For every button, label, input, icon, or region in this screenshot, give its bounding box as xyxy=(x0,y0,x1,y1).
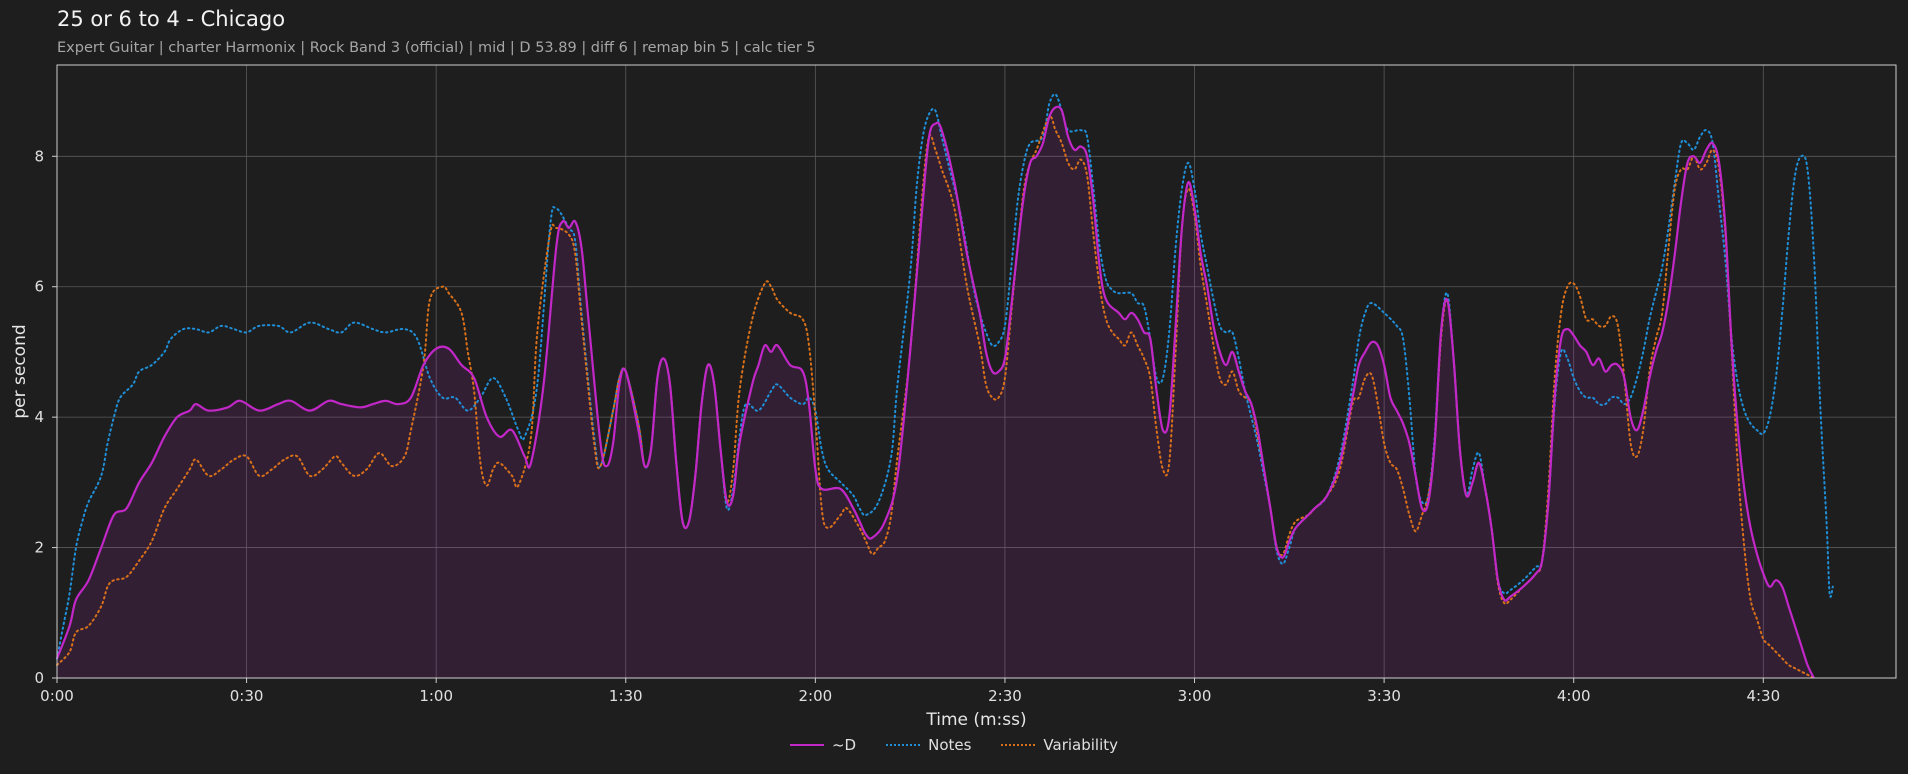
x-axis-title: Time (m:ss) xyxy=(925,710,1026,730)
legend-label: Notes xyxy=(928,736,972,754)
area-fills xyxy=(57,106,1814,678)
x-tick-label: 2:00 xyxy=(799,687,833,705)
y-tick-label: 0 xyxy=(34,669,44,687)
y-axis: 0 2 4 6 8 xyxy=(34,147,57,687)
series-line-0 xyxy=(55,105,1815,679)
x-tick-label: 4:30 xyxy=(1746,687,1780,705)
x-axis: 0:00 0:30 1:00 1:30 2:00 2:30 3:00 3:30 4:00 4:30 xyxy=(40,678,1780,705)
y-tick-label: 8 xyxy=(34,147,44,165)
y-axis-title: per second xyxy=(10,324,30,418)
chart-subtitle: Expert Guitar | charter Harmonix | Rock … xyxy=(57,40,816,56)
x-tick-label: 0:30 xyxy=(230,687,264,705)
x-tick-label: 0:00 xyxy=(40,687,74,705)
y-tick-label: 4 xyxy=(34,408,44,426)
x-tick-label: 1:00 xyxy=(419,687,453,705)
legend-label: Variability xyxy=(1043,736,1119,754)
legend-item: Notes xyxy=(886,736,971,754)
x-tick-label: 4:00 xyxy=(1557,687,1591,705)
series-line-2 xyxy=(56,115,1815,679)
series-lines xyxy=(55,93,1834,679)
x-tick-label: 3:30 xyxy=(1367,687,1401,705)
legend-swatch xyxy=(886,744,921,746)
legend-swatch xyxy=(1001,744,1036,746)
series-line-1 xyxy=(56,93,1834,660)
chart-title: 25 or 6 to 4 - Chicago xyxy=(57,7,286,31)
x-tick-label: 3:00 xyxy=(1178,687,1212,705)
legend-item: ~D xyxy=(789,736,857,754)
y-tick-label: 6 xyxy=(34,278,44,296)
y-tick-label: 2 xyxy=(34,539,44,557)
legend-swatch xyxy=(789,744,824,746)
x-tick-label: 1:30 xyxy=(609,687,643,705)
legend-item: Variability xyxy=(1001,736,1118,754)
legend-label: ~D xyxy=(831,736,857,754)
plot-frame xyxy=(56,64,1897,679)
series-area-fill xyxy=(57,106,1814,678)
x-tick-label: 2:30 xyxy=(988,687,1022,705)
legend: ~D Notes Variability xyxy=(0,736,1908,754)
